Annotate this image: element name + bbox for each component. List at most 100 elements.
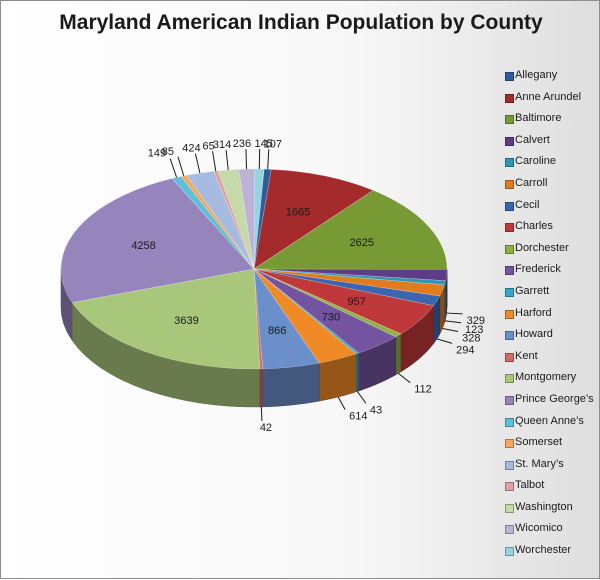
leader-line-caroline — [445, 321, 461, 323]
legend-item-montgomery: Montgomery — [499, 367, 599, 389]
legend-label: Somerset — [515, 432, 562, 454]
data-label-dorchester: 112 — [414, 384, 432, 396]
legend-item-charles: Charles — [499, 216, 599, 238]
leader-line-kent — [261, 407, 262, 421]
data-label-somerset: 85 — [162, 146, 174, 158]
legend-label: Garrett — [515, 281, 549, 303]
legend-item-queen-anne-s: Queen Anne’s — [499, 411, 599, 433]
data-label-washington: 314 — [213, 139, 231, 151]
legend-swatch — [505, 202, 514, 211]
legend-swatch — [505, 374, 514, 383]
legend-item-st-mary-s: St. Mary’s — [499, 454, 599, 476]
legend-swatch — [505, 547, 514, 556]
data-label-garrett: 43 — [370, 404, 382, 416]
legend-swatch — [505, 180, 514, 189]
legend-item-anne-arundel: Anne Arundel — [499, 87, 599, 109]
data-label-montgomery: 3639 — [174, 315, 198, 327]
legend-swatch — [505, 482, 514, 491]
legend-swatch — [505, 525, 514, 534]
data-label-howard: 866 — [268, 325, 286, 337]
legend-swatch — [505, 266, 514, 275]
legend-item-dorchester: Dorchester — [499, 238, 599, 260]
data-label-cecil: 294 — [456, 344, 474, 356]
data-label-baltimore: 2625 — [349, 237, 373, 249]
data-label-charles: 957 — [347, 296, 365, 308]
legend-item-wicomico: Wicomico — [499, 518, 599, 540]
legend-item-prince-george-s: Prince George’s — [499, 389, 599, 411]
pie-slice-side-kent — [260, 369, 263, 407]
data-label-worchester: 145 — [255, 138, 273, 150]
pie-slice-side-garrett — [356, 353, 358, 392]
legend-swatch — [505, 418, 514, 427]
legend-item-allegany: Allegany — [499, 65, 599, 87]
legend-swatch — [505, 310, 514, 319]
leader-line-allegany — [268, 149, 269, 169]
leader-line-cecil — [437, 339, 452, 343]
data-label-carroll: 328 — [462, 333, 480, 345]
legend-item-calvert: Calvert — [499, 130, 599, 152]
legend-swatch — [505, 331, 514, 340]
legend-item-frederick: Frederick — [499, 259, 599, 281]
legend-item-carroll: Carroll — [499, 173, 599, 195]
legend-item-caroline: Caroline — [499, 151, 599, 173]
legend-label: Caroline — [515, 151, 556, 173]
legend-label: Talbot — [515, 475, 544, 497]
data-label-harford: 614 — [349, 411, 367, 423]
legend-label: Calvert — [515, 130, 550, 152]
legend-label: Harford — [515, 303, 552, 325]
legend-label: Kent — [515, 346, 538, 368]
data-label-frederick: 730 — [322, 311, 340, 323]
legend-label: Carroll — [515, 173, 547, 195]
legend-item-washington: Washington — [499, 497, 599, 519]
legend-item-harford: Harford — [499, 303, 599, 325]
legend-swatch — [505, 396, 514, 405]
leader-line-carroll — [442, 329, 458, 332]
legend-label: Washington — [515, 497, 573, 519]
legend-label: Baltimore — [515, 108, 561, 130]
legend-swatch — [505, 223, 514, 232]
pie-slice-side-dorchester — [396, 334, 401, 375]
legend-item-garrett: Garrett — [499, 281, 599, 303]
legend-item-somerset: Somerset — [499, 432, 599, 454]
data-label-st-mary-s: 424 — [182, 143, 200, 155]
legend-label: Wicomico — [515, 518, 563, 540]
leader-line-wicomico — [246, 149, 247, 169]
legend-label: Prince George’s — [515, 389, 594, 411]
leader-line-garrett — [357, 391, 366, 403]
data-label-anne-arundel: 1665 — [286, 206, 310, 218]
leader-line-st-mary-s — [195, 154, 199, 173]
legend-item-worchester: Worchester — [499, 540, 599, 562]
legend-swatch — [505, 461, 514, 470]
legend-item-talbot: Talbot — [499, 475, 599, 497]
data-label-kent: 42 — [260, 422, 272, 434]
legend-label: Anne Arundel — [515, 87, 581, 109]
legend-swatch — [505, 504, 514, 513]
legend-label: Allegany — [515, 65, 557, 87]
legend-swatch — [505, 439, 514, 448]
legend-swatch — [505, 353, 514, 362]
legend-swatch — [505, 158, 514, 167]
leader-line-somerset — [178, 157, 184, 176]
legend-label: Montgomery — [515, 367, 576, 389]
legend-label: Howard — [515, 324, 553, 346]
legend-swatch — [505, 94, 514, 103]
legend-label: Charles — [515, 216, 553, 238]
leader-line-calvert — [447, 313, 463, 314]
legend-swatch — [505, 137, 514, 146]
legend-swatch — [505, 245, 514, 254]
legend-label: Dorchester — [515, 238, 569, 260]
legend-label: Queen Anne’s — [515, 411, 584, 433]
legend-swatch — [505, 115, 514, 124]
pie-slice-side-howard — [263, 363, 320, 407]
legend-item-kent: Kent — [499, 346, 599, 368]
leader-line-washington — [226, 150, 228, 170]
legend-label: Frederick — [515, 259, 561, 281]
leader-line-harford — [338, 397, 345, 410]
legend-item-howard: Howard — [499, 324, 599, 346]
leader-line-queen-anne-s — [170, 159, 176, 178]
leader-line-dorchester — [398, 373, 410, 382]
data-label-prince-george-s: 4258 — [131, 240, 155, 252]
data-label-wicomico: 236 — [233, 138, 251, 150]
